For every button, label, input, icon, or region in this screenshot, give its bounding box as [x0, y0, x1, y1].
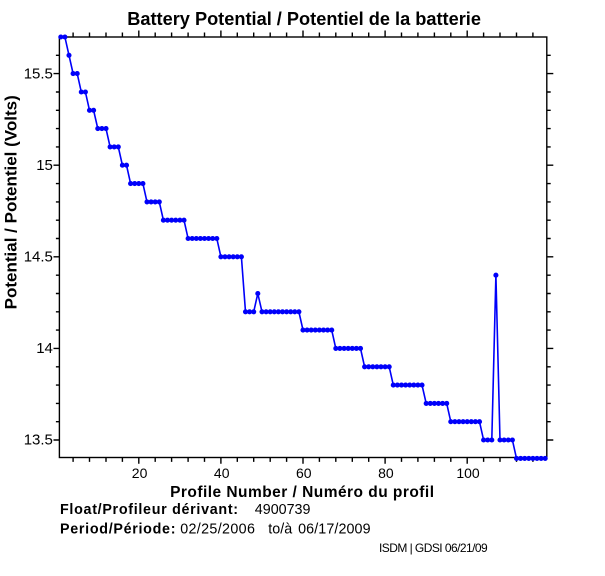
svg-text:Battery Potential / Potentiel: Battery Potential / Potentiel de la batt… — [127, 9, 481, 29]
svg-text:13.5: 13.5 — [24, 432, 53, 449]
svg-text:14: 14 — [36, 340, 53, 357]
svg-text:20: 20 — [132, 465, 148, 481]
svg-text:15: 15 — [36, 157, 53, 174]
svg-text:60: 60 — [296, 465, 312, 481]
svg-text:Float/Profileur dérivant:49007: Float/Profileur dérivant: 4900739 — [60, 502, 311, 518]
svg-text:Potential / Potentiel (Volts): Potential / Potentiel (Volts) — [1, 95, 20, 309]
svg-text:14.5: 14.5 — [24, 249, 53, 266]
svg-text:100: 100 — [456, 465, 480, 481]
svg-text:Profile Number / Numéro du pro: Profile Number / Numéro du profil — [170, 484, 434, 501]
svg-text:ISDM | GDSI 06/21/09: ISDM | GDSI 06/21/09 — [379, 541, 488, 555]
svg-text:15.5: 15.5 — [24, 65, 53, 82]
svg-text:80: 80 — [378, 465, 394, 481]
svg-text:40: 40 — [214, 465, 230, 481]
